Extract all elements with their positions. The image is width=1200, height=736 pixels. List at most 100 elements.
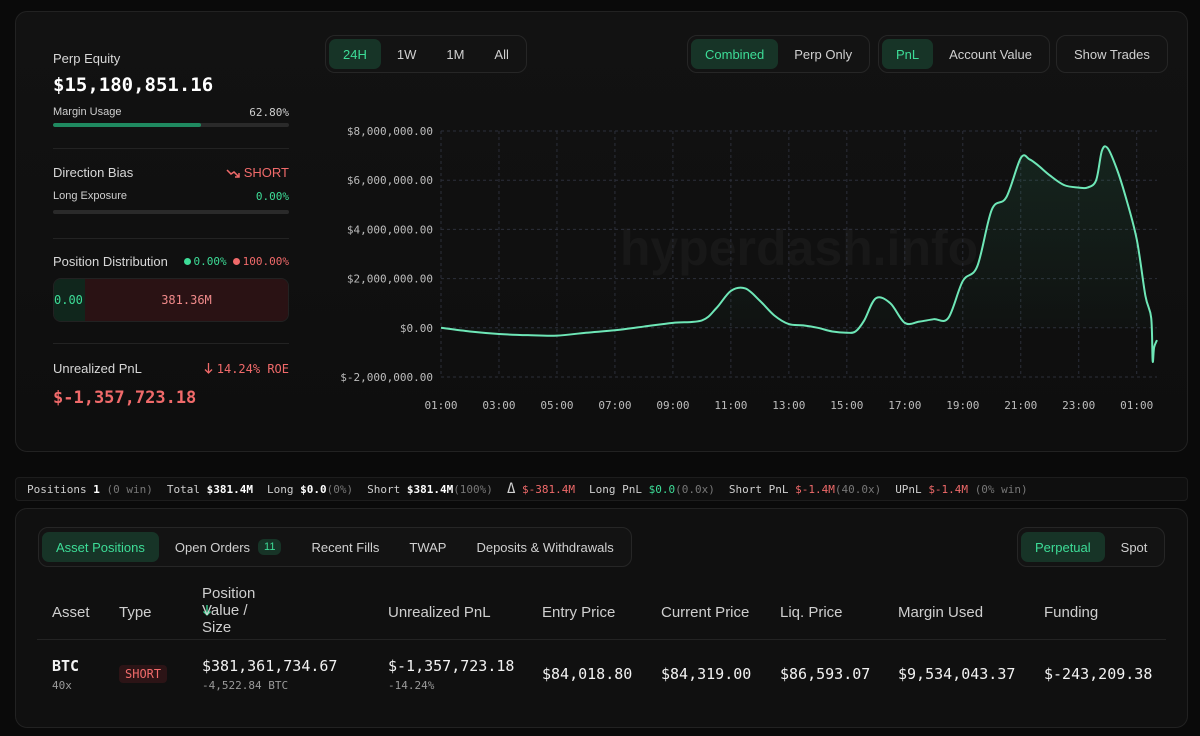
stat-total-value: $381.4M (206, 482, 253, 496)
cell-current-price: $84,319.00 (661, 665, 752, 683)
stat-upnl-win: (0% win) (974, 482, 1028, 496)
unrealized-pnl-row: Unrealized PnL 14.24% ROE (53, 361, 289, 376)
cell-position-value: $381,361,734.67 -4,522.84 BTC (202, 657, 337, 692)
col-liq-price[interactable]: Liq. Price (780, 604, 843, 621)
col-type[interactable]: Type (119, 604, 152, 621)
stat-long-pnl-value: $0.0 (648, 482, 676, 496)
tab-open-orders-label: Open Orders (174, 539, 251, 555)
divider (53, 238, 289, 239)
range-tab-24h[interactable]: 24H (329, 39, 381, 69)
col-margin-used[interactable]: Margin Used (898, 604, 984, 621)
margin-usage-bar (53, 123, 289, 127)
arrow-down-icon (204, 363, 213, 374)
x-tick-label: 11:00 (714, 399, 747, 412)
cell-type: SHORT (119, 665, 168, 683)
cell-margin-used: $9,534,043.37 (898, 665, 1016, 683)
col-unrealized-pnl[interactable]: Unrealized PnL (388, 604, 491, 621)
col-position-value[interactable]: Position Value / Size (202, 585, 255, 636)
divider (53, 148, 289, 149)
roe-text: 14.24% ROE (216, 361, 289, 376)
direction-bias-value: SHORT (226, 165, 289, 180)
long-pct: 0.00% (193, 255, 227, 268)
distribution-long-segment: 0.00 (54, 279, 85, 321)
stat-delta-value: $-381.4M (522, 483, 575, 496)
perp-equity-value: $15,180,851.16 (53, 74, 214, 96)
long-legend: 0.00% (183, 255, 227, 268)
x-tick-label: 19:00 (946, 399, 979, 412)
distribution-short-segment: 381.36M (85, 279, 288, 321)
asset-symbol[interactable]: BTC (52, 657, 80, 675)
pnl-chart-svg: hyperdash.info $8,000,000.00 $6,000,000.00… (340, 125, 1158, 412)
cell-liq-price: $86,593.07 (780, 665, 871, 683)
stat-long: Long $0.0(0%) (267, 483, 353, 496)
col-asset[interactable]: Asset (52, 604, 90, 621)
open-orders-count-badge: 11 (258, 539, 282, 555)
long-exposure-label: Long Exposure (53, 190, 127, 202)
mode-tab-combined[interactable]: Combined (691, 39, 779, 69)
metric-tab-pnl[interactable]: PnL (882, 39, 934, 69)
stat-total-label: Total (166, 482, 200, 496)
pnl-series-line (440, 145, 1158, 363)
stat-upnl-label: UPnL (895, 482, 922, 496)
col-funding[interactable]: Funding (1044, 604, 1099, 621)
cell-asset: BTC 40x (52, 657, 79, 692)
chart-metric-selector: PnL Account Value (878, 35, 1051, 73)
stat-long-pnl: Long PnL $0.0(0.0x) (589, 483, 715, 496)
stat-short-pct: (100%) (453, 482, 493, 496)
x-tick-label: 03:00 (482, 399, 515, 412)
unrealized-pnl-pct: -14.24% (388, 679, 435, 692)
position-distribution-row: Position Distribution 0.00% 100.00% (53, 254, 289, 269)
x-tick-label: 01:00 (1120, 399, 1153, 412)
long-exposure-row: Long Exposure 0.00% (53, 190, 289, 203)
range-tab-1m[interactable]: 1M (446, 46, 465, 62)
stat-short-pnl-label: Short PnL (728, 482, 789, 496)
direction-bias-text: SHORT (243, 165, 289, 180)
delta-icon: Δ (506, 481, 516, 497)
y-tick-label: $2,000,000.00 (347, 273, 433, 286)
tab-recent-fills[interactable]: Recent Fills (311, 539, 380, 555)
col-current-price[interactable]: Current Price (661, 604, 750, 621)
short-legend: 100.00% (232, 255, 289, 268)
position-type-badge: SHORT (119, 665, 168, 683)
stat-short-label: Short (367, 482, 401, 496)
y-tick-label: $8,000,000.00 (347, 125, 433, 138)
stat-long-pnl-mult: (0.0x) (675, 482, 715, 496)
cell-unrealized-pnl: $-1,357,723.18 -14.24% (388, 657, 514, 692)
cell-entry-price: $84,018.80 (542, 665, 633, 683)
tab-spot[interactable]: Spot (1120, 539, 1148, 555)
positions-stats-strip: Positions 1 (0 win) Total $381.4M Long $… (15, 477, 1188, 501)
stat-upnl-value: $-1.4M (928, 482, 969, 496)
tab-perpetual[interactable]: Perpetual (1021, 532, 1105, 562)
sort-arrow-down-icon (203, 605, 211, 616)
x-tick-label: 17:00 (888, 399, 921, 412)
metric-tab-account-value[interactable]: Account Value (949, 46, 1033, 62)
short-pct: 100.00% (242, 255, 289, 268)
pnl-chart: hyperdash.info $8,000,000.00 $6,000,000.00… (325, 115, 1165, 420)
col-entry-price[interactable]: Entry Price (542, 604, 616, 621)
perp-equity-label: Perp Equity (53, 51, 121, 66)
roe-value: 14.24% ROE (204, 362, 289, 376)
stat-long-value: $0.0 (300, 482, 327, 496)
margin-usage-value: 62.80% (249, 106, 289, 119)
mode-tab-perp-only[interactable]: Perp Only (794, 46, 853, 62)
range-tab-1w[interactable]: 1W (396, 46, 417, 62)
stat-positions-label: Positions (27, 482, 87, 496)
show-trades-button[interactable]: Show Trades (1074, 46, 1150, 62)
range-tab-all[interactable]: All (494, 46, 509, 62)
position-value: $381,361,734.67 (202, 657, 338, 675)
stat-short: Short $381.4M(100%) (367, 483, 493, 496)
chart-watermark: hyperdash.info (620, 220, 978, 276)
tab-twap[interactable]: TWAP (409, 539, 447, 555)
long-dot-icon (183, 258, 191, 265)
tab-deposits-withdrawals[interactable]: Deposits & Withdrawals (476, 539, 614, 555)
position-distribution-bar: 0.00 381.36M (53, 278, 289, 322)
tab-asset-positions[interactable]: Asset Positions (42, 532, 159, 562)
tab-open-orders[interactable]: Open Orders 11 (161, 532, 296, 562)
short-dot-icon (232, 258, 240, 265)
y-tick-label: $0.00 (400, 322, 433, 335)
stat-short-pnl: Short PnL $-1.4M(40.0x) (729, 483, 881, 496)
chart-mode-selector: Combined Perp Only (687, 35, 871, 73)
x-tick-label: 13:00 (772, 399, 805, 412)
market-type-selector: Perpetual Spot (1017, 527, 1166, 567)
table-row[interactable]: BTC 40x SHORT $381,361,734.67 -4,522.84 … (16, 649, 1187, 699)
